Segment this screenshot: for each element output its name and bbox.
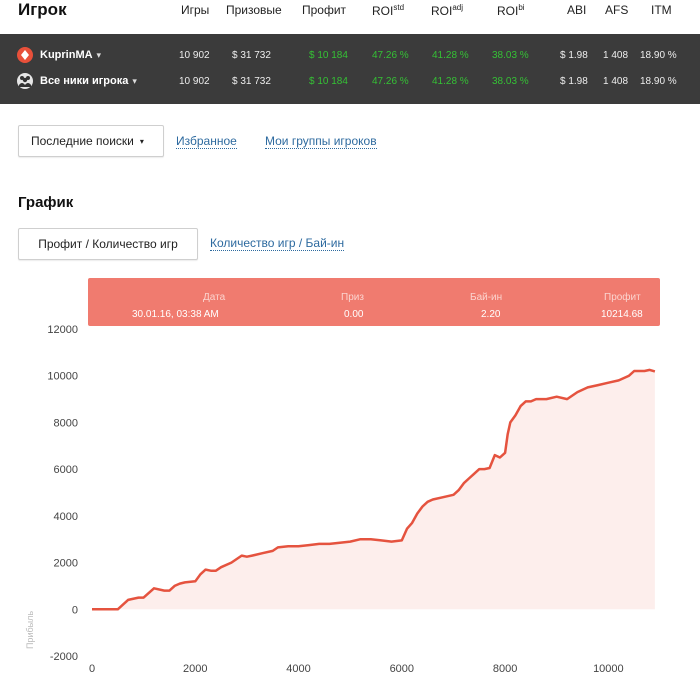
- y-tick-label: 10000: [47, 371, 78, 383]
- group-icon: [17, 73, 33, 89]
- y-tick-label: 2000: [54, 558, 78, 570]
- y-tick-label: 8000: [54, 417, 78, 429]
- chevron-down-icon: ▾: [132, 76, 137, 86]
- col-header-roi-adj[interactable]: ROIadj: [431, 3, 464, 18]
- player-groups-link[interactable]: Мои группы игроков: [265, 134, 377, 149]
- col-header-itm[interactable]: ITM: [651, 3, 672, 17]
- stats-row-nick: KuprinMA ▾ 10 902 $ 31 732 $ 10 184 47.26…: [0, 44, 700, 68]
- recent-searches-label: Последние поиски: [31, 134, 134, 148]
- tooltip-date-value: 30.01.16, 03:38 AM: [132, 309, 219, 320]
- cell-itm: 18.90 %: [640, 50, 677, 61]
- profit-area: [92, 369, 655, 610]
- x-tick-label: 6000: [390, 663, 414, 675]
- x-tick-label: 4000: [286, 663, 310, 675]
- chevron-down-icon: ▾: [139, 136, 144, 146]
- col-header-roi-std[interactable]: ROIstd: [372, 3, 405, 18]
- chart-tooltip: Дата 30.01.16, 03:38 AM Приз 0.00 Бай-ин…: [88, 278, 660, 326]
- x-tick-label: 8000: [493, 663, 517, 675]
- poker-icon: [17, 47, 33, 63]
- stats-row-all-nicks: Все ники игрока ▾ 10 902 $ 31 732 $ 10 18…: [0, 70, 700, 94]
- col-header-games[interactable]: Игры: [181, 3, 210, 17]
- y-tick-label: 4000: [54, 511, 78, 523]
- cell-profit: $ 10 184: [309, 76, 348, 87]
- profit-chart: -2000 0 2000 4000 6000 8000 10000 12000 0 2000 400…: [0, 270, 700, 692]
- cell-roi-std: 47.26 %: [372, 50, 409, 61]
- cell-afs: 1 408: [603, 50, 629, 61]
- y-tick-label: -2000: [50, 651, 78, 663]
- cell-prizes: $ 31 732: [232, 76, 271, 87]
- tooltip-buyin-value: 2.20: [481, 309, 501, 320]
- y-axis-label: Прибыль: [25, 611, 35, 649]
- favorites-link[interactable]: Избранное: [176, 134, 237, 149]
- tooltip-buyin-header: Бай-ин: [470, 292, 503, 303]
- cell-profit: $ 10 184: [309, 50, 348, 61]
- col-header-prizes[interactable]: Призовые: [226, 3, 282, 17]
- col-header-profit[interactable]: Профит: [302, 3, 347, 17]
- nick-dropdown[interactable]: KuprinMA ▾: [40, 49, 102, 61]
- recent-searches-dropdown[interactable]: Последние поиски ▾: [18, 125, 164, 157]
- tooltip-profit-header: Профит: [604, 292, 641, 303]
- tooltip-date-header: Дата: [203, 292, 226, 303]
- cell-afs: 1 408: [603, 76, 629, 87]
- cell-games: 10 902: [179, 76, 210, 87]
- tooltip-prize-header: Приз: [341, 292, 364, 303]
- cell-roi-bi: 38.03 %: [492, 76, 529, 87]
- all-nicks-dropdown[interactable]: Все ники игрока ▾: [40, 75, 137, 87]
- tooltip-profit-value: 10214.68: [601, 309, 643, 320]
- col-header-roi-bi[interactable]: ROIbi: [497, 3, 525, 18]
- y-tick-label: 0: [72, 604, 78, 616]
- tooltip-prize-value: 0.00: [344, 309, 364, 320]
- chevron-down-icon: ▾: [96, 50, 102, 60]
- cell-roi-bi: 38.03 %: [492, 50, 529, 61]
- cell-abi: $ 1.98: [560, 76, 588, 87]
- cell-prizes: $ 31 732: [232, 50, 271, 61]
- y-tick-label: 12000: [47, 324, 78, 336]
- x-tick-label: 2000: [183, 663, 207, 675]
- cell-abi: $ 1.98: [560, 50, 588, 61]
- profit-chart-svg: -2000 0 2000 4000 6000 8000 10000 12000 0 2000 400…: [25, 324, 656, 675]
- cell-roi-adj: 41.28 %: [432, 50, 469, 61]
- stats-panel: KuprinMA ▾ 10 902 $ 31 732 $ 10 184 47.26…: [0, 34, 700, 104]
- profit-line: [92, 368, 656, 611]
- tab-games-buyin[interactable]: Количество игр / Бай-ин: [210, 236, 345, 251]
- x-tick-label: 0: [89, 663, 95, 675]
- col-header-afs[interactable]: AFS: [605, 3, 629, 17]
- cell-roi-adj: 41.28 %: [432, 76, 469, 87]
- tab-profit-games[interactable]: Профит / Количество игр: [18, 228, 198, 260]
- player-title: Игрок: [18, 0, 67, 19]
- cell-roi-std: 47.26 %: [372, 76, 409, 87]
- cell-games: 10 902: [179, 50, 210, 61]
- y-tick-label: 6000: [54, 464, 78, 476]
- cell-itm: 18.90 %: [640, 76, 677, 87]
- x-tick-label: 10000: [593, 663, 624, 675]
- player-header: Игрок Игры Призовые Профит ROIstd ROIadj…: [0, 0, 700, 24]
- graph-section-title: График: [18, 194, 74, 211]
- col-header-abi[interactable]: ABI: [567, 3, 587, 17]
